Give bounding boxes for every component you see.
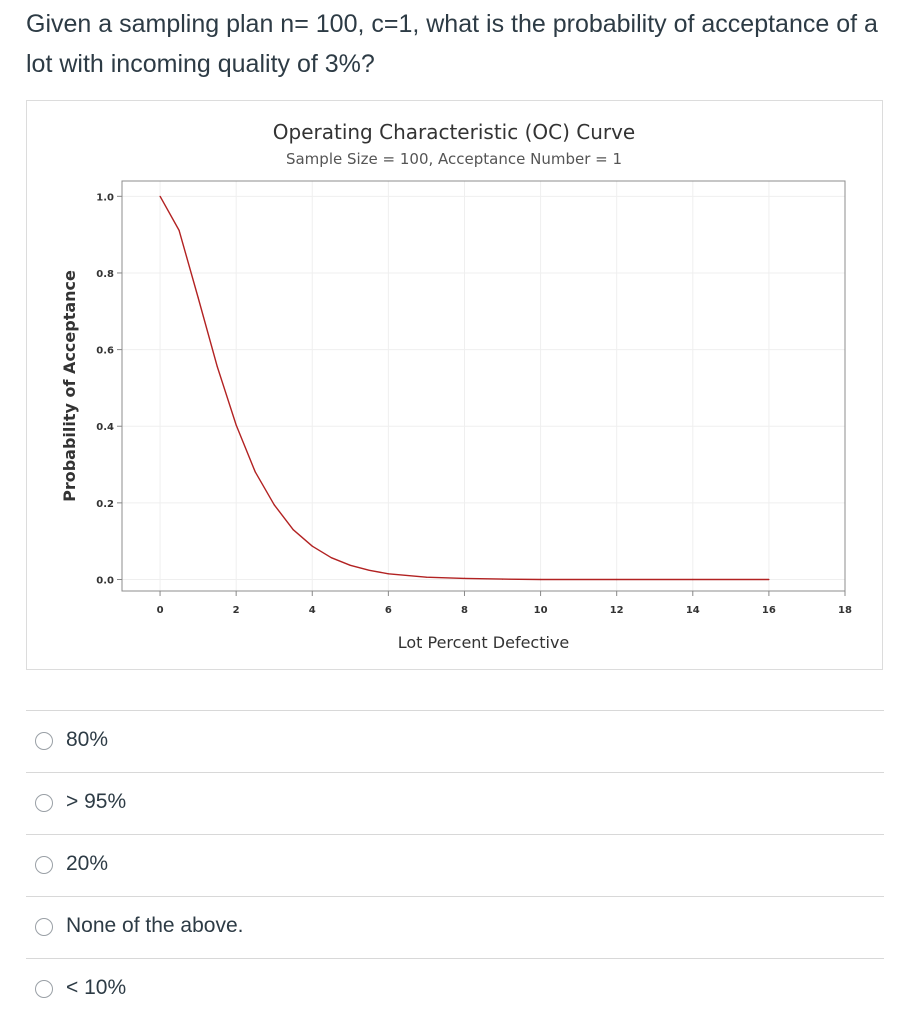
y-tick-label: 0.8	[96, 269, 114, 280]
y-tick-label: 1.0	[96, 192, 114, 203]
radio-button[interactable]	[35, 794, 53, 812]
x-tick-label: 16	[762, 605, 776, 616]
radio-button[interactable]	[35, 918, 53, 936]
x-tick-label: 0	[157, 605, 164, 616]
oc-curve-point	[425, 576, 428, 578]
answer-option-4[interactable]: None of the above.	[26, 896, 884, 958]
oc-curve-point	[616, 578, 618, 581]
oc-curve-point	[330, 557, 332, 559]
oc-curve-point	[178, 229, 180, 232]
oc-curve-point	[387, 573, 389, 575]
x-tick-label: 6	[385, 605, 392, 616]
answer-label: > 95%	[66, 790, 127, 813]
oc-curve-point	[768, 578, 770, 581]
answer-option-5[interactable]: < 10%	[26, 958, 884, 1020]
oc-curve-point	[539, 578, 542, 581]
y-tick-label: 0.0	[96, 576, 114, 587]
oc-curve-line	[159, 195, 769, 581]
x-tick-label: 2	[233, 605, 240, 616]
chart-svg: Operating Characteristic (OC) Curve Sampl…	[60, 120, 852, 652]
y-tick-label: 0.2	[96, 499, 114, 510]
radio-button[interactable]	[35, 980, 53, 998]
x-tick-label: 18	[838, 605, 852, 616]
y-axis-label: Probability of Acceptance	[60, 270, 79, 502]
oc-curve-chart: Operating Characteristic (OC) Curve Sampl…	[26, 100, 883, 670]
oc-curve-point	[501, 578, 504, 580]
question-text: Given a sampling plan n= 100, c=1, what …	[26, 10, 878, 78]
oc-curve-point	[216, 365, 218, 367]
oc-curve-point	[235, 424, 237, 426]
x-tick-label: 4	[309, 605, 316, 616]
answer-label: 20%	[66, 852, 109, 875]
oc-curve-point	[273, 504, 275, 506]
oc-curve-point	[368, 569, 370, 571]
oc-curve-point	[463, 577, 466, 579]
oc-curve-point	[159, 195, 161, 197]
x-tick-label: 10	[534, 605, 548, 616]
oc-curve-point	[311, 545, 313, 547]
chart-title: Operating Characteristic (OC) Curve	[273, 120, 636, 144]
answer-option-2[interactable]: > 95%	[26, 772, 884, 834]
chart-subtitle: Sample Size = 100, Acceptance Number = 1	[286, 150, 622, 168]
oc-curve-point	[692, 578, 694, 581]
answer-list: 80% > 95% 20% None of the above. < 10%	[26, 710, 884, 1020]
x-axis-label: Lot Percent Defective	[398, 633, 570, 652]
answer-label: < 10%	[66, 976, 127, 999]
oc-curve-point	[292, 529, 294, 531]
radio-button[interactable]	[35, 856, 53, 874]
oc-curve-point	[197, 296, 199, 299]
answer-label: 80%	[66, 728, 109, 751]
answer-option-1[interactable]: 80%	[26, 710, 884, 772]
answer-option-3[interactable]: 20%	[26, 834, 884, 896]
x-tick-label: 14	[686, 605, 700, 616]
oc-curve-point	[349, 564, 351, 566]
oc-curve-point	[254, 471, 256, 473]
y-tick-label: 0.4	[96, 422, 114, 433]
answer-label: None of the above.	[66, 914, 244, 937]
x-tick-label: 12	[610, 605, 624, 616]
y-tick-label: 0.6	[96, 346, 114, 357]
plot-border	[121, 180, 846, 592]
radio-button[interactable]	[35, 732, 53, 750]
x-tick-label: 8	[461, 605, 468, 616]
